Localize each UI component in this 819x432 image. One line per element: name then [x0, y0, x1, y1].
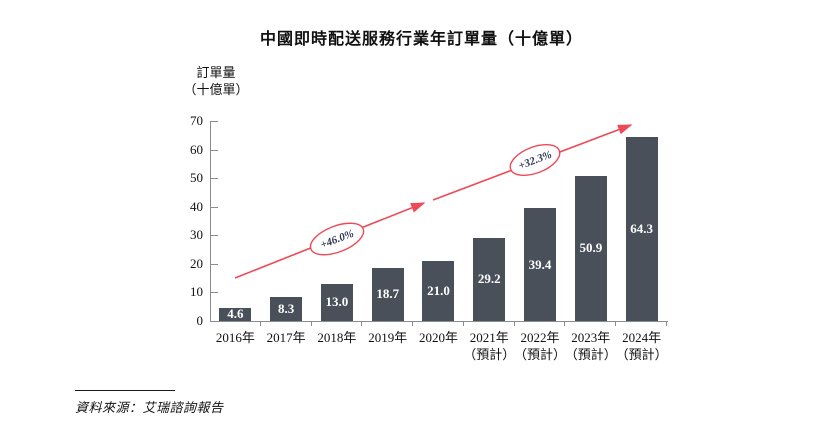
bar: [524, 208, 557, 321]
y-axis-unit-line1: 訂單量: [196, 65, 236, 80]
plot-area: 0 10 20 30 40 50 60 70 4.6 2016年 8.3 2017年 13.0 2018年…: [190, 113, 668, 362]
y-tick-mark: [211, 235, 218, 237]
bar-value-label: 13.0: [325, 294, 349, 310]
y-axis-unit-line2: （十億單）: [183, 82, 249, 97]
x-tick-mark: [259, 321, 261, 326]
x-axis-label-year: 2018年: [317, 330, 357, 345]
bar-cell: 8.3 2017年: [261, 121, 312, 345]
y-tick-label: 60: [190, 141, 203, 157]
y-tick-mark: [211, 121, 218, 122]
x-axis-label-year: 2020年: [418, 330, 458, 345]
x-axis-label-year: 2019年: [368, 330, 408, 345]
x-axis-label: 2021年 （預計）: [463, 329, 515, 363]
x-tick-mark: [412, 321, 414, 326]
bar-value-label: 64.3: [630, 221, 653, 237]
x-axis-label-note: （預計）: [564, 347, 617, 362]
x-axis-label: 2017年: [267, 329, 306, 346]
x-axis-label: 2023年 （預計）: [565, 329, 617, 363]
bar-cell: 50.9 2023年 （預計）: [565, 121, 617, 362]
source-text: 資料來源：艾瑞諮詢報告: [75, 400, 224, 415]
x-axis-label-year: 2024年: [622, 330, 662, 345]
x-tick-mark: [462, 321, 464, 326]
y-tick-mark: [211, 263, 218, 265]
y-tick-label: 50: [190, 170, 203, 186]
y-tick-mark: [211, 178, 218, 180]
x-axis-label: 2022年 （預計）: [514, 329, 566, 363]
bar-value-label: 18.7: [376, 286, 400, 302]
y-tick-label: 0: [196, 313, 204, 328]
bar-value-label: 4.6: [227, 306, 244, 322]
bar: [422, 261, 455, 321]
bar-value-label: 21.0: [427, 283, 450, 298]
bar-value-label: 8.3: [278, 301, 295, 317]
x-axis-label: 2018年: [317, 329, 356, 346]
bar-cell: 21.0 2020年: [413, 121, 464, 345]
bar-value-label: 39.4: [528, 256, 552, 272]
x-tick-mark: [615, 321, 617, 326]
y-tick-label: 10: [190, 284, 203, 300]
y-tick-label: 30: [190, 227, 203, 243]
source-divider: [75, 390, 175, 391]
x-axis-label-note: （預計）: [514, 347, 567, 362]
bar-cell: 18.7 2019年: [362, 121, 414, 345]
bar: [473, 237, 506, 321]
x-tick-mark: [665, 321, 667, 326]
x-axis-label: 2024年 （預計）: [616, 329, 668, 363]
x-axis-label-year: 2016年: [215, 330, 255, 345]
y-axis-line: [210, 121, 211, 321]
y-tick-label: 40: [190, 198, 203, 214]
y-tick-label: 20: [190, 255, 203, 271]
x-axis-line: [210, 321, 668, 322]
x-axis-label: 2019年: [368, 329, 407, 346]
x-axis-label-note: （預計）: [463, 347, 516, 362]
y-tick-mark: [211, 292, 218, 294]
x-tick-mark: [564, 321, 566, 326]
bar-cell: 4.6 2016年: [210, 121, 261, 345]
x-tick-mark: [361, 321, 363, 326]
bar-cell: 29.2 2021年 （預計）: [463, 121, 515, 362]
bar-cell: 64.3 2024年 （預計）: [616, 121, 668, 362]
x-axis-label: 2016年: [216, 329, 255, 346]
bar-value-label: 50.9: [579, 240, 603, 256]
bar: [219, 307, 252, 321]
bar: [320, 283, 353, 321]
x-axis-label: 2020年: [419, 329, 458, 346]
bar: [270, 297, 303, 321]
bar-cell: 39.4 2022年 （預計）: [514, 121, 566, 362]
y-tick-mark: [211, 206, 218, 208]
x-axis-label-note: （預計）: [615, 347, 668, 362]
x-tick-mark: [513, 321, 515, 326]
x-axis-label-year: 2017年: [266, 330, 306, 345]
bar-value-label: 29.2: [477, 271, 501, 287]
y-tick-label: 70: [190, 113, 203, 128]
y-axis-unit-label: 訂單量 （十億單）: [170, 64, 262, 98]
x-axis-label-year: 2021年: [469, 330, 509, 345]
bar-cell: 13.0 2018年: [312, 121, 363, 345]
x-tick-mark: [310, 321, 312, 326]
x-axis-label-year: 2023年: [571, 330, 611, 345]
x-axis-label-year: 2022年: [520, 330, 560, 345]
y-tick-mark: [211, 149, 218, 151]
source-note: 資料來源：艾瑞諮詢報告: [75, 390, 224, 416]
chart-title: 中國即時配送服務行業年訂單量（十億單）: [259, 31, 583, 48]
